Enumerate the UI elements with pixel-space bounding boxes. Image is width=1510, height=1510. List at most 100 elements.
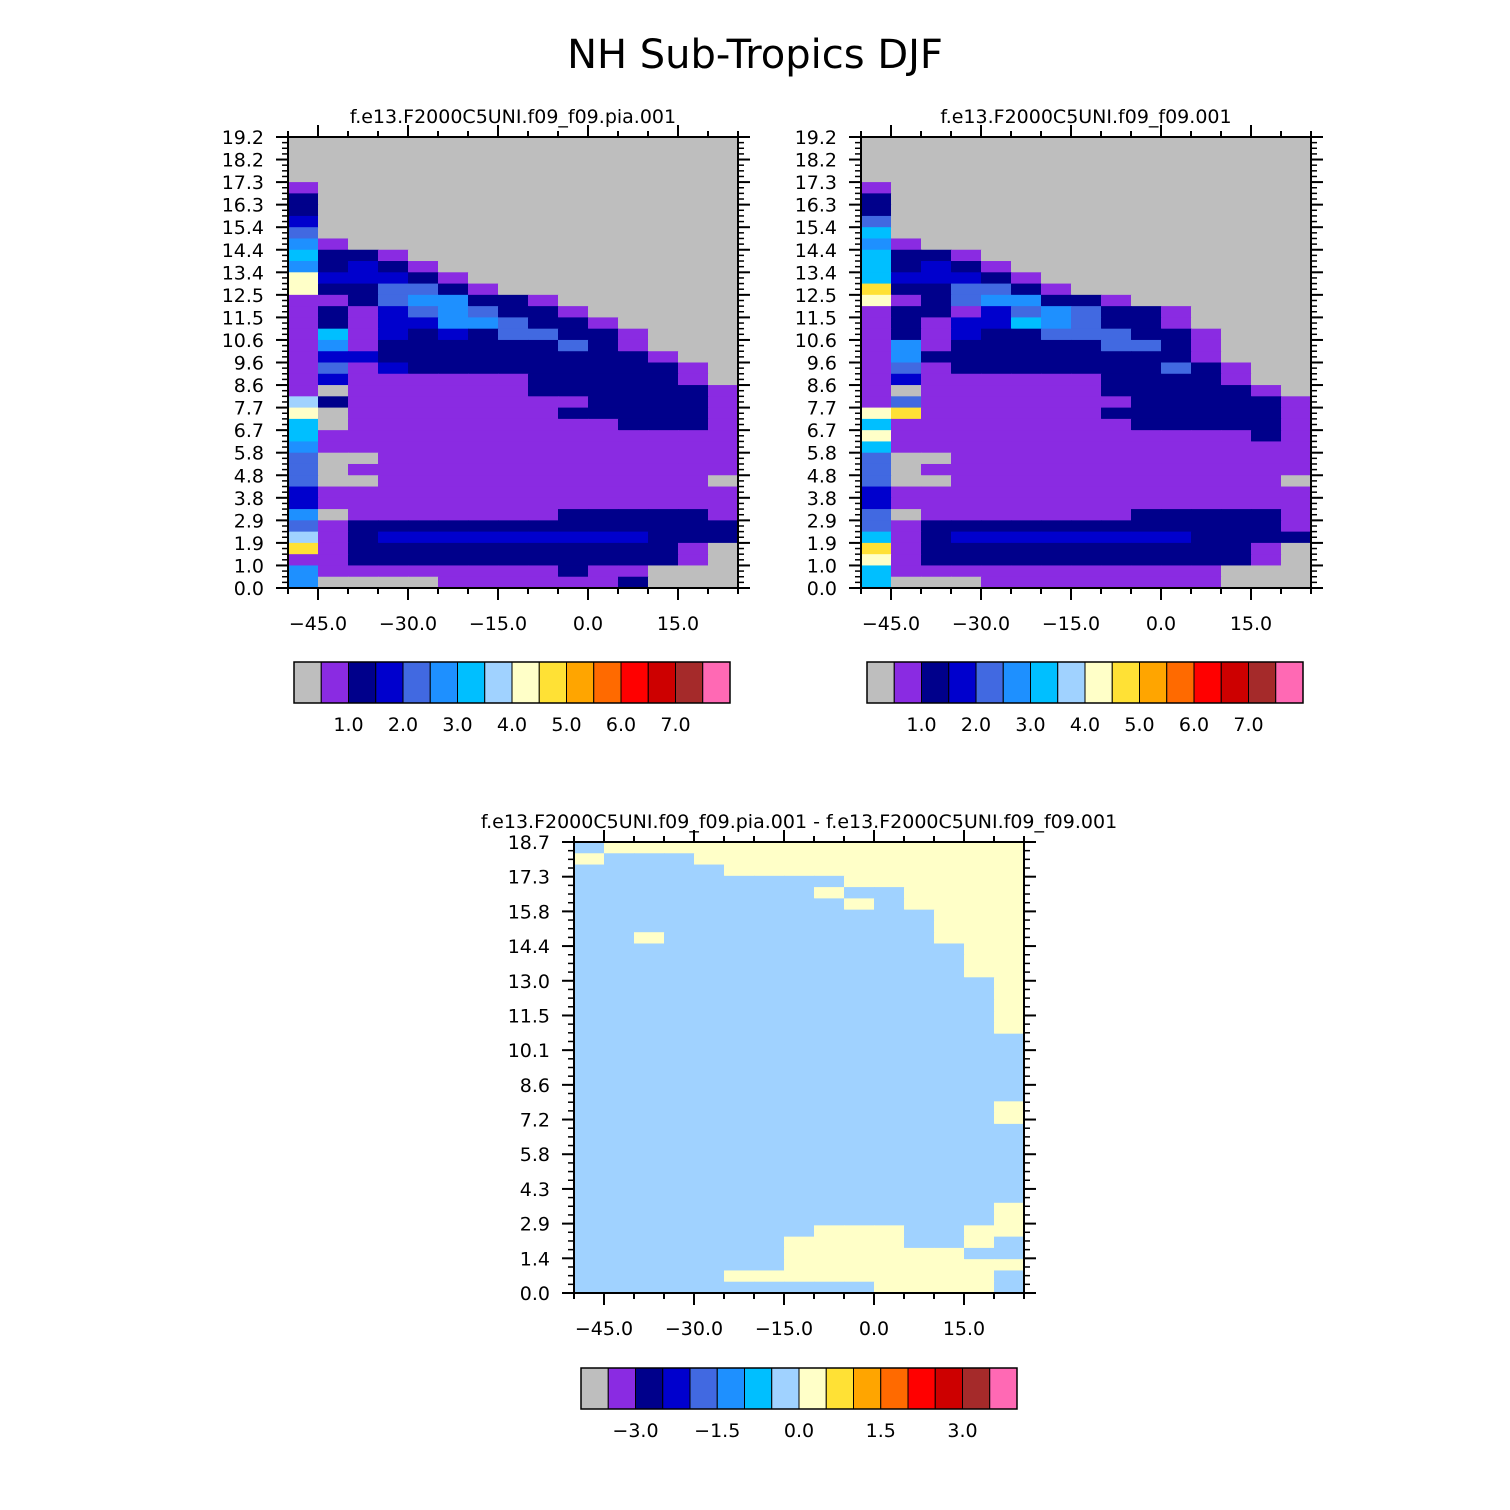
- heatmap-cell: [1071, 486, 1102, 499]
- heatmap-cell: [754, 1056, 785, 1069]
- heatmap-cell: [604, 1270, 635, 1283]
- heatmap-cell: [724, 1247, 755, 1260]
- heatmap-cell: [1191, 418, 1222, 431]
- heatmap-cell: [861, 497, 892, 510]
- heatmap-cell: [618, 441, 649, 454]
- heatmap-cell: [1101, 204, 1132, 217]
- heatmap-cell: [994, 1011, 1025, 1024]
- heatmap-cell: [964, 1180, 995, 1193]
- heatmap-cell: [921, 565, 952, 578]
- heatmap-cell: [604, 1157, 635, 1170]
- heatmap-cell: [634, 1214, 665, 1226]
- heatmap-cell: [318, 385, 349, 397]
- y-tick-label: 13.0: [508, 971, 550, 993]
- heatmap-cell: [318, 373, 349, 386]
- heatmap-cell: [528, 238, 559, 251]
- heatmap-cell: [408, 576, 439, 589]
- heatmap-cell: [1011, 261, 1042, 273]
- heatmap-cell: [861, 463, 892, 476]
- heatmap-cell: [951, 362, 982, 375]
- heatmap-cell: [861, 418, 892, 431]
- heatmap-cell: [964, 1101, 995, 1114]
- heatmap-cell: [288, 137, 319, 149]
- heatmap-cell: [348, 306, 379, 319]
- heatmap-cell: [964, 1259, 995, 1272]
- heatmap-cell: [694, 932, 725, 945]
- heatmap-cell: [1161, 170, 1192, 183]
- y-tick-label: 11.5: [222, 307, 264, 329]
- heatmap-cell: [874, 1135, 905, 1148]
- heatmap-cell: [634, 1247, 665, 1260]
- heatmap-cell: [604, 1202, 635, 1215]
- heatmap-cell: [1041, 407, 1072, 420]
- heatmap-cell: [558, 452, 589, 465]
- heatmap-cell: [1281, 272, 1312, 285]
- heatmap-cell: [1041, 385, 1072, 397]
- heatmap-cell: [1101, 542, 1132, 555]
- heatmap-cell: [904, 1078, 935, 1091]
- heatmap-cell: [1191, 520, 1222, 533]
- heatmap-cell: [844, 1056, 875, 1069]
- heatmap-cell: [318, 182, 349, 194]
- heatmap-cell: [648, 407, 679, 420]
- heatmap-cell: [754, 999, 785, 1012]
- heatmap-cell: [981, 148, 1012, 161]
- heatmap-cell: [408, 294, 439, 307]
- heatmap-cell: [934, 1270, 965, 1283]
- heatmap-cell: [318, 430, 349, 443]
- heatmap-cell: [664, 977, 695, 990]
- heatmap-cell: [378, 542, 409, 555]
- heatmap-cell: [1191, 215, 1222, 228]
- heatmap-cell: [468, 351, 499, 364]
- heatmap-cell: [618, 407, 649, 420]
- heatmap-cell: [1071, 497, 1102, 510]
- heatmap-cell: [588, 509, 619, 521]
- heatmap-cell: [618, 227, 649, 240]
- heatmap-cell: [1131, 238, 1162, 251]
- heatmap-cell: [861, 475, 892, 488]
- heatmap-cell: [1071, 385, 1102, 397]
- heatmap-cell: [1131, 509, 1162, 521]
- heatmap-cell: [678, 396, 709, 409]
- heatmap-cell: [1191, 328, 1222, 341]
- heatmap-cell: [861, 294, 892, 307]
- colorbar-box: [647, 661, 676, 704]
- heatmap-cell: [784, 1157, 815, 1170]
- heatmap-cell: [754, 988, 785, 1001]
- heatmap-cell: [618, 317, 649, 330]
- heatmap-cell: [348, 373, 379, 386]
- heatmap-cell: [558, 339, 589, 352]
- heatmap-cell: [1011, 509, 1042, 521]
- heatmap-cell: [574, 887, 605, 899]
- heatmap-cell: [951, 159, 982, 172]
- heatmap-cell: [1281, 182, 1312, 194]
- colorbar-label: 1.0: [906, 714, 936, 736]
- heatmap-cell: [1071, 396, 1102, 409]
- heatmap-cell: [634, 1168, 665, 1181]
- heatmap-cell: [1221, 182, 1252, 194]
- heatmap-cell: [981, 509, 1012, 521]
- heatmap-cell: [694, 1214, 725, 1226]
- heatmap-cell: [904, 1067, 935, 1080]
- heatmap-cell: [1251, 339, 1282, 352]
- heatmap-cell: [438, 475, 469, 488]
- heatmap-cell: [694, 1270, 725, 1283]
- heatmap-cell: [784, 920, 815, 933]
- colorbar-box: [1030, 661, 1059, 704]
- heatmap-cell: [844, 1259, 875, 1272]
- heatmap-cell: [318, 486, 349, 499]
- heatmap-cell: [378, 452, 409, 465]
- heatmap-cell: [378, 339, 409, 352]
- heatmap-cell: [951, 193, 982, 206]
- heatmap-cell: [951, 554, 982, 567]
- heatmap-cell: [1071, 509, 1102, 521]
- heatmap-cell: [528, 306, 559, 319]
- y-tick-label: 9.6: [234, 353, 264, 375]
- heatmap-cell: [498, 475, 529, 488]
- figure-title: NH Sub-Tropics DJF: [567, 32, 943, 78]
- heatmap-cell: [634, 1056, 665, 1069]
- heatmap-cell: [904, 887, 935, 899]
- heatmap-cell: [468, 475, 499, 488]
- heatmap-cell: [558, 182, 589, 194]
- heatmap-cell: [1191, 193, 1222, 206]
